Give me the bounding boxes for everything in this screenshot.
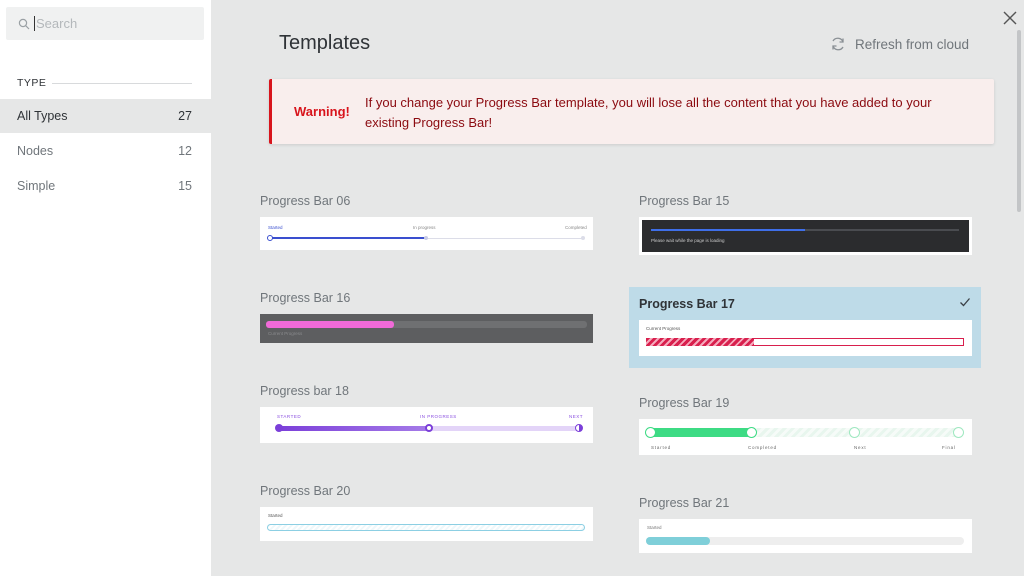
search-icon: [18, 18, 30, 29]
dark-panel: Please wait while the page is loading: [642, 220, 969, 252]
progress-track: [646, 537, 964, 545]
filter-count: 15: [178, 179, 192, 193]
template-preview: Current Progress: [260, 314, 593, 343]
step-label: Started: [651, 445, 672, 450]
template-card-progress-bar-17[interactable]: Progress Bar 17 Current Progress: [629, 287, 981, 368]
template-card-progress-bar-19[interactable]: Progress Bar 19 Started Completed Next F…: [639, 396, 972, 456]
close-icon: [1003, 11, 1017, 25]
step-dot: [953, 427, 964, 438]
step-dot: [581, 236, 585, 240]
progress-fill: [646, 338, 754, 346]
search-input[interactable]: [34, 16, 194, 31]
sidebar: TYPE All Types 27 Nodes 12 Simple 15: [0, 0, 211, 576]
progress-fill: [270, 237, 427, 239]
step-label: IN PROGRESS: [420, 414, 457, 419]
template-card-progress-bar-06[interactable]: Progress Bar 06 Started In progress Comp…: [260, 194, 593, 251]
progress-caption: Started: [268, 513, 283, 518]
progress-caption: Started: [647, 525, 662, 530]
template-preview: STARTED IN PROGRESS NEXT: [260, 407, 593, 443]
filter-label: All Types: [17, 109, 68, 123]
step-label: NEXT: [569, 414, 584, 419]
step-label: In progress: [413, 225, 436, 230]
template-card-progress-bar-18[interactable]: Progress bar 18 STARTED IN PROGRESS NEXT: [260, 384, 593, 444]
step-dot: [746, 427, 757, 438]
progress-fill: [647, 428, 752, 437]
template-preview: Please wait while the page is loading: [639, 217, 972, 255]
progress-track: [267, 524, 585, 531]
page-title: Templates: [279, 32, 371, 54]
template-card-progress-bar-15[interactable]: Progress Bar 15 Please wait while the pa…: [639, 194, 972, 256]
refresh-button[interactable]: Refresh from cloud: [829, 35, 969, 53]
filter-count: 27: [178, 109, 192, 123]
template-title: Progress Bar 21: [639, 496, 730, 510]
step-label: Completed: [565, 225, 587, 230]
warning-banner: Warning! If you change your Progress Bar…: [269, 79, 994, 144]
refresh-label: Refresh from cloud: [855, 36, 970, 52]
progress-fill: [278, 426, 429, 431]
filter-label: Nodes: [17, 144, 54, 158]
template-title: Progress bar 18: [260, 384, 349, 398]
progress-caption: Current Progress: [646, 326, 681, 331]
progress-track: [647, 428, 964, 437]
scrollbar[interactable]: [1017, 30, 1021, 212]
step-dot: [267, 235, 273, 241]
template-preview: Started Completed Next Final: [639, 419, 972, 455]
filter-simple[interactable]: Simple 15: [0, 169, 211, 203]
template-title: Progress Bar 16: [260, 291, 351, 305]
template-card-progress-bar-16[interactable]: Progress Bar 16 Current Progress: [260, 291, 593, 344]
template-preview: Started In progress Completed: [260, 217, 593, 250]
template-preview: Current Progress: [639, 320, 972, 356]
progress-track: [266, 321, 587, 328]
search-box[interactable]: [6, 7, 204, 40]
progress-fill: [646, 537, 710, 545]
step-label: Completed: [748, 445, 777, 450]
progress-track: [651, 229, 959, 231]
step-label: Final: [942, 445, 956, 450]
refresh-icon: [832, 37, 844, 51]
template-title: Progress Bar 06: [260, 194, 351, 208]
step-label: STARTED: [277, 414, 302, 419]
type-heading: TYPE: [17, 77, 47, 89]
step-dot: [424, 236, 428, 240]
divider: [52, 83, 192, 84]
filter-nodes[interactable]: Nodes 12: [0, 134, 211, 168]
step-dot: [849, 427, 860, 438]
warning-message: If you change your Progress Bar template…: [365, 95, 932, 130]
template-preview: Started: [260, 507, 593, 541]
warning-label: Warning!: [294, 104, 350, 119]
checkmark-icon: [960, 298, 970, 307]
progress-fill: [266, 321, 394, 328]
progress-caption: Please wait while the page is loading: [651, 238, 725, 243]
step-label: Next: [854, 445, 867, 450]
step-dot: [275, 424, 283, 432]
template-title: Progress Bar 17: [639, 297, 735, 311]
template-card-progress-bar-21[interactable]: Progress Bar 21 Started: [639, 496, 972, 554]
template-preview: Started: [639, 519, 972, 553]
close-button[interactable]: [1001, 9, 1019, 27]
progress-fill: [651, 229, 805, 231]
template-title: Progress Bar 20: [260, 484, 351, 498]
filter-all-types[interactable]: All Types 27: [0, 99, 211, 133]
step-dot: [425, 424, 433, 432]
template-title: Progress Bar 15: [639, 194, 730, 208]
progress-caption: Current Progress: [268, 331, 303, 336]
filter-count: 12: [178, 144, 192, 158]
step-label: Started: [268, 225, 283, 230]
filter-label: Simple: [17, 179, 56, 193]
template-card-progress-bar-20[interactable]: Progress Bar 20 Started: [260, 484, 593, 542]
step-dot: [575, 424, 583, 432]
template-title: Progress Bar 19: [639, 396, 730, 410]
step-dot: [645, 427, 656, 438]
